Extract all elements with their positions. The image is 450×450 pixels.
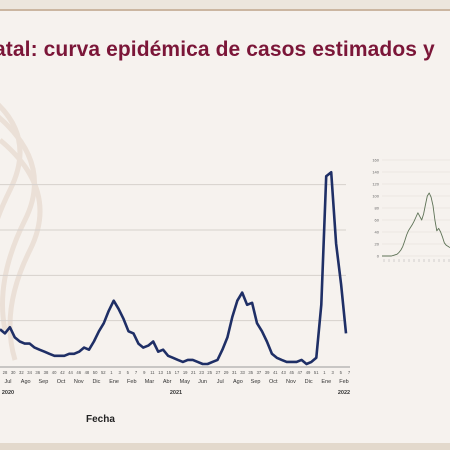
week-tick-label: 30: [11, 370, 16, 375]
week-tick-label: 13: [158, 370, 163, 375]
month-tick-label: Jun: [198, 379, 207, 385]
week-tick-label: 40: [52, 370, 57, 375]
mini-y-tick-label: 40: [375, 230, 380, 235]
week-tick-label: 45: [289, 370, 294, 375]
mini-y-tick-label: 140: [372, 170, 379, 175]
week-tick-label: 27: [216, 370, 221, 375]
week-tick-label: 5: [340, 370, 343, 375]
week-tick-label: 21: [191, 370, 196, 375]
week-tick-label: 37: [257, 370, 262, 375]
month-tick-label: Feb: [339, 379, 348, 385]
week-tick-label: 50: [93, 370, 98, 375]
week-tick-label: 39: [265, 370, 270, 375]
mini-series-line: [382, 192, 450, 257]
mini-y-tick-label: 120: [372, 182, 379, 187]
week-tick-label: 48: [85, 370, 90, 375]
week-tick-label: 1: [323, 370, 326, 375]
year-label: 2021: [170, 390, 182, 396]
week-tick-label: 7: [135, 370, 138, 375]
week-tick-label: 5: [127, 370, 130, 375]
main-epidemic-curve-chart: 28 30 32 34 36 38 40 42 44 46 48 50 52 1 3 5 7 9 11 13 15 17 1…: [0, 170, 351, 396]
bottom-band: [0, 443, 450, 450]
week-tick-label: 52: [101, 370, 106, 375]
month-tick-label: Ago: [233, 379, 243, 385]
year-label: 2022: [338, 390, 350, 396]
week-tick-label: 33: [240, 370, 245, 375]
week-tick-label: 11: [150, 370, 155, 375]
mini-epidemic-curve-chart: 160 140 120 100 80 60 40 20 0: [372, 158, 450, 262]
week-tick-label: 46: [76, 370, 81, 375]
x-axis-title: Fecha: [86, 414, 115, 425]
week-tick-label: 3: [118, 370, 121, 375]
week-tick-label: 9: [143, 370, 146, 375]
month-tick-label: Nov: [286, 379, 296, 385]
month-tick-label: Oct: [57, 379, 66, 385]
week-tick-label: 3: [331, 370, 334, 375]
week-tick-label: 44: [68, 370, 73, 375]
month-tick-label: May: [180, 379, 191, 385]
month-tick-label: Ene: [109, 379, 119, 385]
month-tick-label: Dic: [92, 379, 100, 385]
week-tick-label: 15: [166, 370, 171, 375]
mini-y-tick-label: 60: [375, 218, 380, 223]
mini-y-tick-label: 80: [375, 206, 380, 211]
month-tick-label: Jul: [217, 379, 224, 385]
week-tick-label: 36: [35, 370, 40, 375]
week-tick-label: 25: [207, 370, 212, 375]
week-tick-label: 17: [175, 370, 180, 375]
week-tick-label: 34: [27, 370, 32, 375]
month-tick-label: Dic: [305, 379, 313, 385]
week-tick-label: 41: [273, 370, 278, 375]
month-tick-label: Sep: [38, 379, 48, 385]
top-band: [0, 0, 450, 9]
week-tick-label: 1: [110, 370, 113, 375]
year-label: 2020: [2, 390, 14, 396]
week-tick-label: 31: [232, 370, 237, 375]
week-tick-label: 35: [248, 370, 253, 375]
month-tick-label: Mar: [145, 379, 155, 385]
month-tick-label: Ago: [21, 379, 31, 385]
month-tick-label: Ene: [321, 379, 331, 385]
week-tick-label: 43: [281, 370, 286, 375]
slide-title: atal: curva epidémica de casos estimados…: [0, 38, 435, 61]
week-tick-label: 29: [224, 370, 229, 375]
month-tick-label: Feb: [127, 379, 136, 385]
week-tick-label: 51: [314, 370, 319, 375]
series-line: [0, 170, 348, 366]
month-tick-label: Oct: [269, 379, 278, 385]
top-rule: [0, 9, 450, 11]
week-tick-label: 19: [183, 370, 188, 375]
week-tick-label: 32: [19, 370, 24, 375]
month-tick-label: Abr: [163, 379, 172, 385]
month-tick-label: Jul: [4, 379, 11, 385]
week-tick-label: 42: [60, 370, 65, 375]
week-tick-label: 28: [3, 370, 8, 375]
month-tick-label: Sep: [251, 379, 261, 385]
mini-y-tick-label: 100: [372, 194, 379, 199]
month-tick-label: Nov: [74, 379, 84, 385]
week-tick-label: 47: [298, 370, 303, 375]
week-tick-label: 49: [306, 370, 311, 375]
mini-y-tick-label: 0: [377, 254, 380, 259]
mini-y-tick-label: 160: [372, 158, 379, 163]
mini-y-tick-label: 20: [375, 242, 380, 247]
week-tick-label: 23: [199, 370, 204, 375]
week-tick-label: 7: [348, 370, 351, 375]
week-tick-label: 38: [44, 370, 49, 375]
